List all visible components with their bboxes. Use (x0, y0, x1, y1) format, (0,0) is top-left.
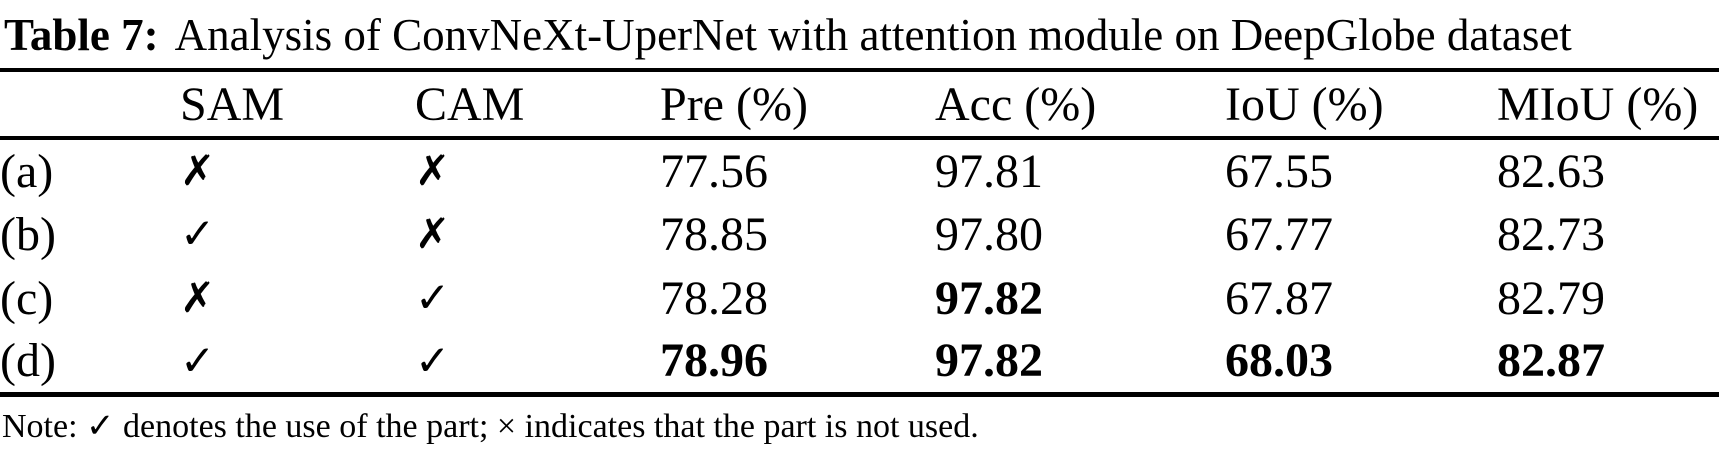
acc-value: 97.82 (935, 334, 1043, 388)
miou-value: 82.73 (1497, 207, 1605, 261)
iou-value: 67.77 (1225, 207, 1333, 261)
table-row: (a) ✗ ✗ 77.56 97.81 67.55 82.63 (0, 138, 1719, 202)
miou-value: 82.79 (1497, 271, 1605, 325)
column-header-acc: Acc (%) (935, 77, 1097, 131)
acc-value: 97.80 (935, 207, 1043, 261)
pre-value: 78.96 (660, 334, 768, 388)
check-icon: ✓ (415, 338, 451, 385)
column-header-miou: MIoU (%) (1497, 77, 1699, 131)
header-row: SAM CAM Pre (%) Acc (%) IoU (%) MIoU (%) (0, 70, 1719, 138)
table-caption-label: Table 7: (4, 10, 159, 60)
iou-value: 67.55 (1225, 144, 1333, 198)
pre-value: 78.85 (660, 207, 768, 261)
column-header-row-label (0, 70, 180, 138)
table-row: (b) ✓ ✗ 78.85 97.80 67.77 82.73 (0, 202, 1719, 266)
row-label: (a) (0, 144, 54, 198)
pre-value: 78.28 (660, 271, 768, 325)
cross-icon: ✗ (180, 276, 216, 322)
check-icon: ✓ (415, 276, 451, 322)
column-header-cam: CAM (415, 77, 525, 131)
column-header-iou: IoU (%) (1225, 77, 1384, 131)
cross-icon: ✗ (415, 212, 451, 258)
results-table: SAM CAM Pre (%) Acc (%) IoU (%) MIoU (%)… (0, 68, 1719, 397)
row-label: (b) (0, 207, 56, 261)
miou-value: 82.63 (1497, 144, 1605, 198)
cross-icon: ✗ (180, 149, 216, 195)
cross-icon: ✗ (415, 149, 451, 195)
row-label: (c) (0, 271, 54, 325)
column-header-sam: SAM (180, 77, 285, 131)
acc-value: 97.82 (935, 271, 1043, 325)
row-label: (d) (0, 334, 56, 388)
miou-value: 82.87 (1497, 334, 1605, 388)
table-caption: Table 7: Analysis of ConvNeXt-UperNet wit… (0, 0, 1719, 62)
pre-value: 77.56 (660, 144, 768, 198)
table-footnote: Note: ✓ denotes the use of the part; × i… (2, 407, 979, 445)
table-caption-text: Analysis of ConvNeXt-UperNet with attent… (174, 10, 1572, 60)
column-header-pre: Pre (%) (660, 77, 808, 131)
iou-value: 68.03 (1225, 334, 1333, 388)
acc-value: 97.81 (935, 144, 1043, 198)
iou-value: 67.87 (1225, 271, 1333, 325)
table-row: (c) ✗ ✓ 78.28 97.82 67.87 82.79 (0, 266, 1719, 330)
check-icon: ✓ (180, 338, 216, 385)
table-row: (d) ✓ ✓ 78.96 97.82 68.03 82.87 (0, 330, 1719, 394)
check-icon: ✓ (180, 212, 216, 258)
